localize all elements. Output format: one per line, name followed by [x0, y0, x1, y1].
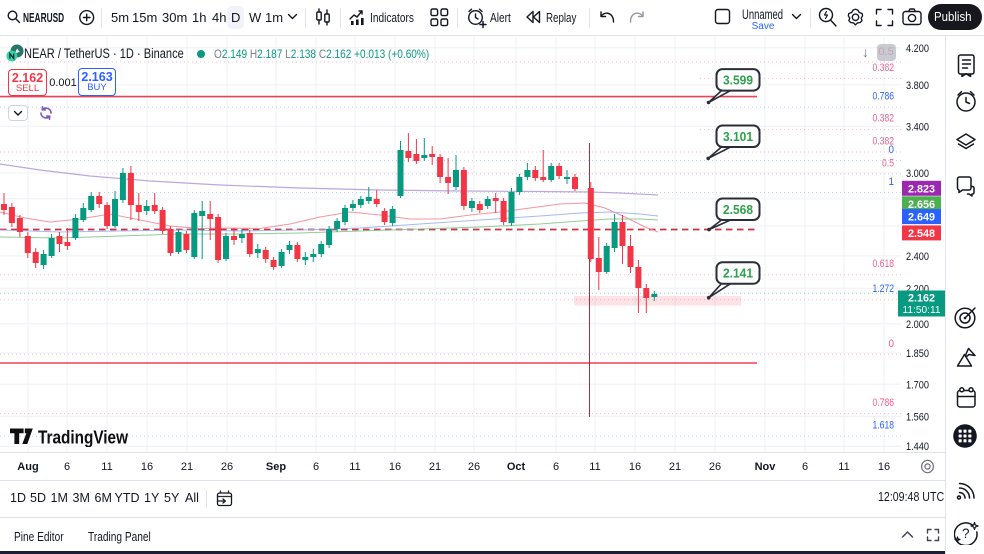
svg-text:0.382: 0.382	[873, 62, 895, 74]
svg-text:1.560: 1.560	[906, 411, 929, 423]
svg-text:3.101: 3.101	[723, 129, 753, 144]
svg-text:0.618: 0.618	[873, 258, 895, 270]
svg-text:2.823: 2.823	[908, 183, 935, 195]
svg-text:2.548: 2.548	[908, 228, 935, 240]
svg-text:1.618: 1.618	[873, 420, 895, 432]
svg-text:↓: ↓	[862, 44, 869, 60]
svg-text:1.272: 1.272	[873, 283, 895, 295]
svg-text:1.850: 1.850	[906, 348, 929, 360]
svg-text:0.786: 0.786	[873, 91, 895, 103]
svg-text:0.5: 0.5	[882, 158, 894, 170]
svg-text:3.400: 3.400	[906, 121, 929, 133]
svg-text:0: 0	[889, 338, 895, 350]
svg-text:3.599: 3.599	[723, 72, 753, 87]
svg-text:0.382: 0.382	[873, 135, 895, 147]
svg-text:1.700: 1.700	[906, 379, 929, 391]
svg-text:2.162: 2.162	[908, 293, 935, 305]
svg-text:0.786: 0.786	[873, 397, 895, 409]
svg-text:2.400: 2.400	[906, 251, 929, 263]
svg-text:TradingView: TradingView	[38, 427, 129, 447]
svg-text:?: ?	[962, 526, 970, 541]
svg-text:11:50:11: 11:50:11	[903, 304, 941, 316]
svg-text:4.200: 4.200	[906, 43, 929, 55]
svg-text:0: 0	[889, 144, 895, 156]
svg-text:2.656: 2.656	[908, 199, 935, 211]
svg-text:1: 1	[889, 176, 895, 188]
svg-text:2.141: 2.141	[723, 265, 753, 280]
svg-text:1.440: 1.440	[906, 441, 929, 453]
svg-text:3.000: 3.000	[906, 168, 929, 180]
svg-text:3.800: 3.800	[906, 80, 929, 92]
svg-text:2.568: 2.568	[723, 202, 753, 217]
svg-text:0.382: 0.382	[873, 112, 895, 124]
svg-text:2.000: 2.000	[906, 319, 929, 331]
svg-text:2.649: 2.649	[908, 212, 935, 224]
